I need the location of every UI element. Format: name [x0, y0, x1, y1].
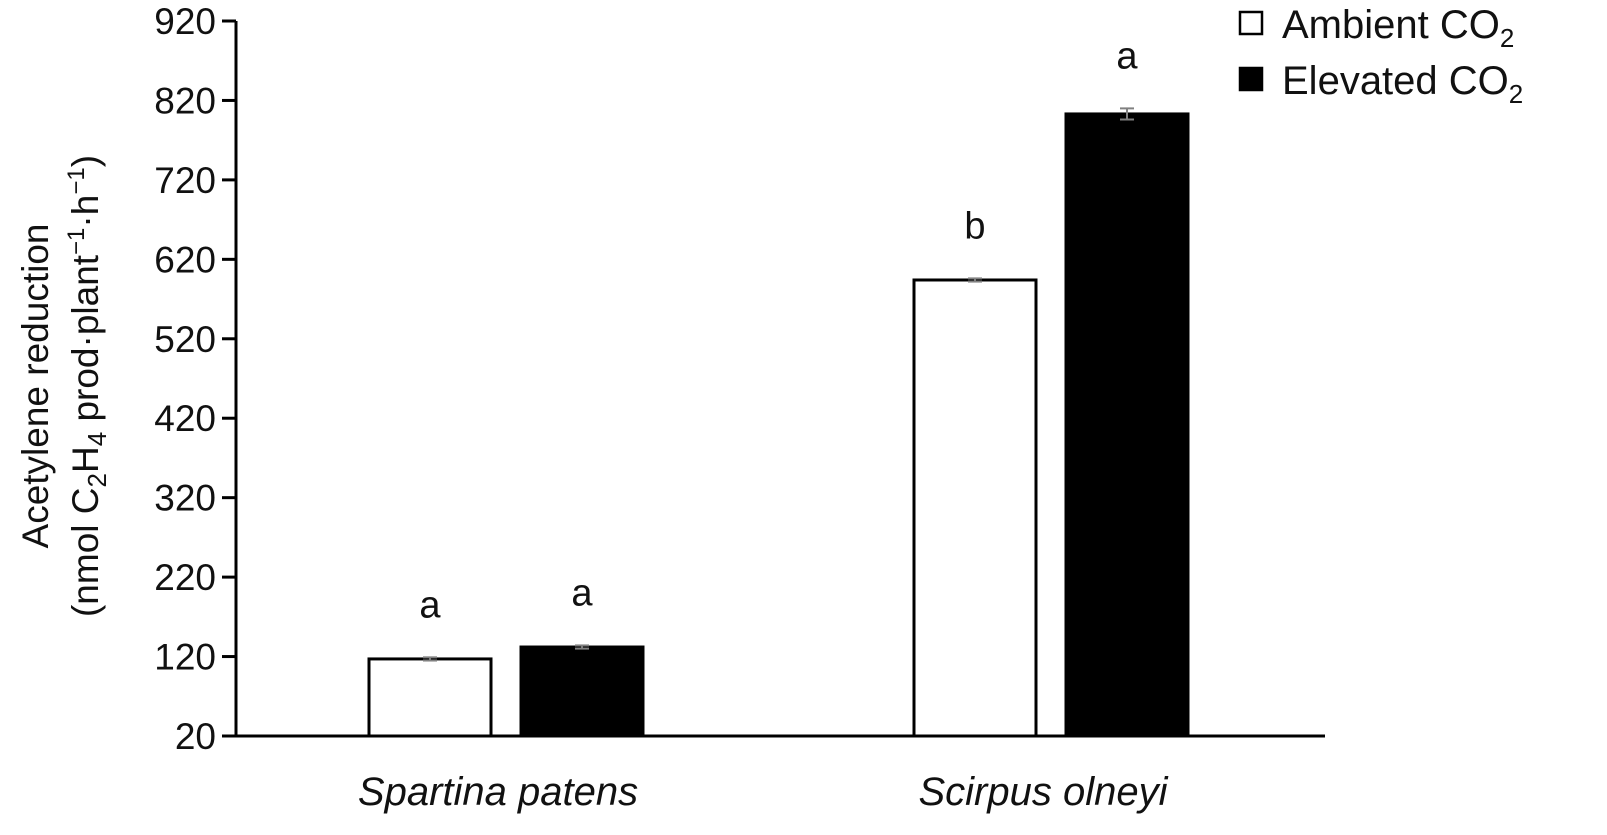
y-axis-title-part: 4	[82, 432, 112, 446]
y-axis-title-part: prod·plant	[65, 254, 106, 432]
y-axis-title-part: 2	[82, 473, 112, 487]
significance-label: a	[419, 584, 441, 626]
y-axis-title: Acetylene reduction(nmol C2H4 prod·plant…	[15, 155, 112, 617]
y-tick-label: 420	[154, 398, 216, 439]
legend-label-subscript: 2	[1509, 79, 1523, 109]
y-axis-title-line1: Acetylene reduction	[15, 224, 56, 549]
y-axis-title-line2: (nmol C2H4 prod·plant−1·h−1)	[63, 155, 112, 617]
y-axis-title-part: −1	[63, 228, 90, 255]
y-axis-title-part: −1	[63, 167, 90, 194]
y-axis-title-part: )	[65, 155, 106, 167]
y-axis: 20 120 220 320 420 520 620 720 820 920	[154, 1, 238, 757]
legend-label-text: Elevated CO	[1282, 59, 1509, 103]
significance-label: b	[964, 205, 985, 247]
y-axis-title-part: (nmol C	[65, 488, 106, 618]
significance-label: a	[1116, 35, 1138, 77]
x-category-label: Scirpus olneyi	[918, 770, 1168, 814]
y-axis-title-part: H	[65, 446, 106, 473]
y-tick-label: 220	[154, 557, 216, 598]
y-axis-title-part: ·h	[65, 195, 106, 228]
y-tick-label: 120	[154, 637, 216, 678]
x-axis: Spartina patens Scirpus olneyi	[234, 734, 1325, 814]
y-tick-label: 920	[154, 1, 216, 42]
y-tick-label: 20	[175, 716, 216, 757]
y-tick-label: 520	[154, 319, 216, 360]
x-category-label: Spartina patens	[358, 770, 638, 814]
legend-label-text: Ambient CO	[1282, 3, 1500, 47]
significance-label: a	[571, 572, 593, 614]
legend-label-subscript: 2	[1500, 23, 1514, 53]
legend-label: Ambient CO2	[1282, 3, 1514, 53]
y-tick-label: 820	[154, 80, 216, 121]
bar	[1064, 112, 1190, 738]
y-tick-label: 720	[154, 160, 216, 201]
bar	[519, 645, 645, 738]
bars: a a b a	[367, 35, 1190, 738]
y-tick-label: 320	[154, 478, 216, 519]
legend-label: Elevated CO2	[1282, 59, 1523, 109]
bar	[367, 657, 493, 738]
bar	[912, 278, 1038, 738]
legend-swatch	[1238, 10, 1264, 36]
legend-swatch	[1238, 66, 1264, 92]
y-tick-label: 620	[154, 239, 216, 280]
